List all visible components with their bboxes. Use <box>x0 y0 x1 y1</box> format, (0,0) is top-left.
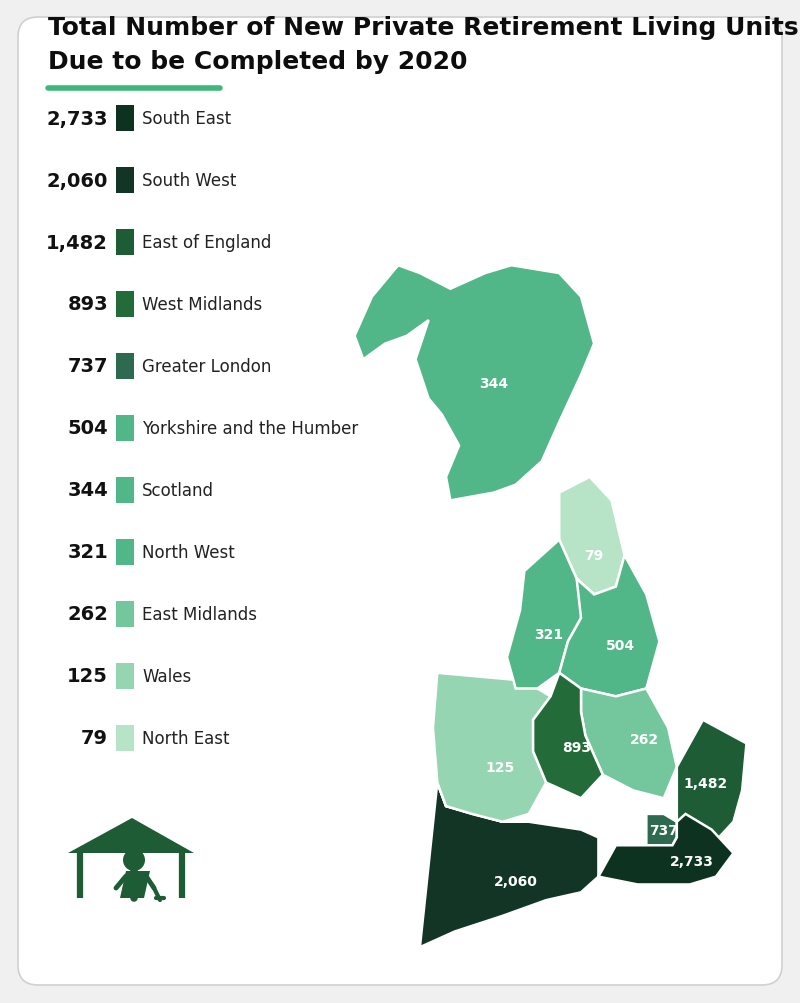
Text: 125: 125 <box>486 760 515 774</box>
FancyBboxPatch shape <box>18 18 782 985</box>
Polygon shape <box>433 673 550 821</box>
Polygon shape <box>533 673 602 798</box>
Bar <box>116 106 134 131</box>
Text: Greater London: Greater London <box>142 358 271 376</box>
Bar <box>116 415 134 441</box>
Polygon shape <box>646 814 677 846</box>
Text: 737: 737 <box>650 822 678 837</box>
Bar <box>116 168 134 194</box>
Text: North East: North East <box>142 729 230 747</box>
Bar <box>116 663 134 689</box>
Text: 321: 321 <box>534 627 563 641</box>
Polygon shape <box>354 266 594 500</box>
Text: South West: South West <box>142 172 236 190</box>
Text: 1,482: 1,482 <box>683 775 727 789</box>
Polygon shape <box>598 814 734 885</box>
Text: 2,733: 2,733 <box>670 855 714 868</box>
Text: 2,060: 2,060 <box>46 172 108 191</box>
Bar <box>116 540 134 566</box>
Bar <box>116 477 134 504</box>
Bar <box>116 602 134 627</box>
Polygon shape <box>420 673 668 947</box>
Text: 344: 344 <box>479 376 509 390</box>
Polygon shape <box>581 689 677 798</box>
Polygon shape <box>559 556 659 697</box>
Text: 321: 321 <box>67 543 108 562</box>
Text: Total Number of New Private Retirement Living Units: Total Number of New Private Retirement L… <box>48 16 798 40</box>
Polygon shape <box>507 540 594 689</box>
Text: 504: 504 <box>67 419 108 438</box>
Text: 79: 79 <box>81 729 108 748</box>
Text: 79: 79 <box>585 549 604 563</box>
Text: East of England: East of England <box>142 234 271 252</box>
Text: 125: 125 <box>67 667 108 686</box>
Polygon shape <box>68 818 194 854</box>
Text: 2,733: 2,733 <box>46 109 108 128</box>
Bar <box>116 230 134 256</box>
Text: Wales: Wales <box>142 667 191 685</box>
Bar <box>116 725 134 751</box>
Text: 893: 893 <box>562 740 591 754</box>
Bar <box>116 354 134 379</box>
Polygon shape <box>677 720 746 846</box>
Text: 893: 893 <box>67 295 108 314</box>
Text: 262: 262 <box>630 733 658 746</box>
Text: Due to be Completed by 2020: Due to be Completed by 2020 <box>48 50 467 74</box>
Text: 1,482: 1,482 <box>46 234 108 252</box>
Polygon shape <box>559 477 625 595</box>
Text: 2,060: 2,060 <box>494 874 538 888</box>
Text: 737: 737 <box>67 357 108 376</box>
Text: East Midlands: East Midlands <box>142 606 257 624</box>
Text: 262: 262 <box>67 605 108 624</box>
Text: West Midlands: West Midlands <box>142 296 262 314</box>
Bar <box>116 292 134 318</box>
Text: 504: 504 <box>606 639 634 653</box>
Circle shape <box>123 850 145 872</box>
Text: South East: South East <box>142 110 231 127</box>
Text: 344: 344 <box>67 481 108 500</box>
Polygon shape <box>120 872 150 898</box>
Text: Scotland: Scotland <box>142 481 214 499</box>
Text: Yorkshire and the Humber: Yorkshire and the Humber <box>142 419 358 437</box>
Text: North West: North West <box>142 544 234 562</box>
